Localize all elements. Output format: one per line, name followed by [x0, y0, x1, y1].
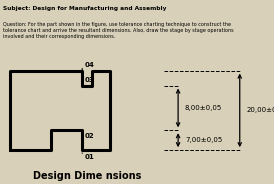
- Text: 7,00±0,05: 7,00±0,05: [185, 137, 222, 143]
- Text: Design Dime nsions: Design Dime nsions: [33, 171, 141, 181]
- Text: 8,00±0,05: 8,00±0,05: [185, 105, 222, 111]
- Text: 20,00±0,05: 20,00±0,05: [247, 107, 274, 113]
- Text: Question: For the part shown in the figure, use tolerance charting technique to : Question: For the part shown in the figu…: [3, 22, 233, 39]
- Text: 02: 02: [84, 133, 94, 139]
- Text: Subject: Design for Manufacturing and Assembly: Subject: Design for Manufacturing and As…: [3, 6, 166, 10]
- Text: 04: 04: [84, 62, 94, 68]
- Text: 03: 03: [84, 77, 94, 83]
- Text: 01: 01: [84, 154, 94, 160]
